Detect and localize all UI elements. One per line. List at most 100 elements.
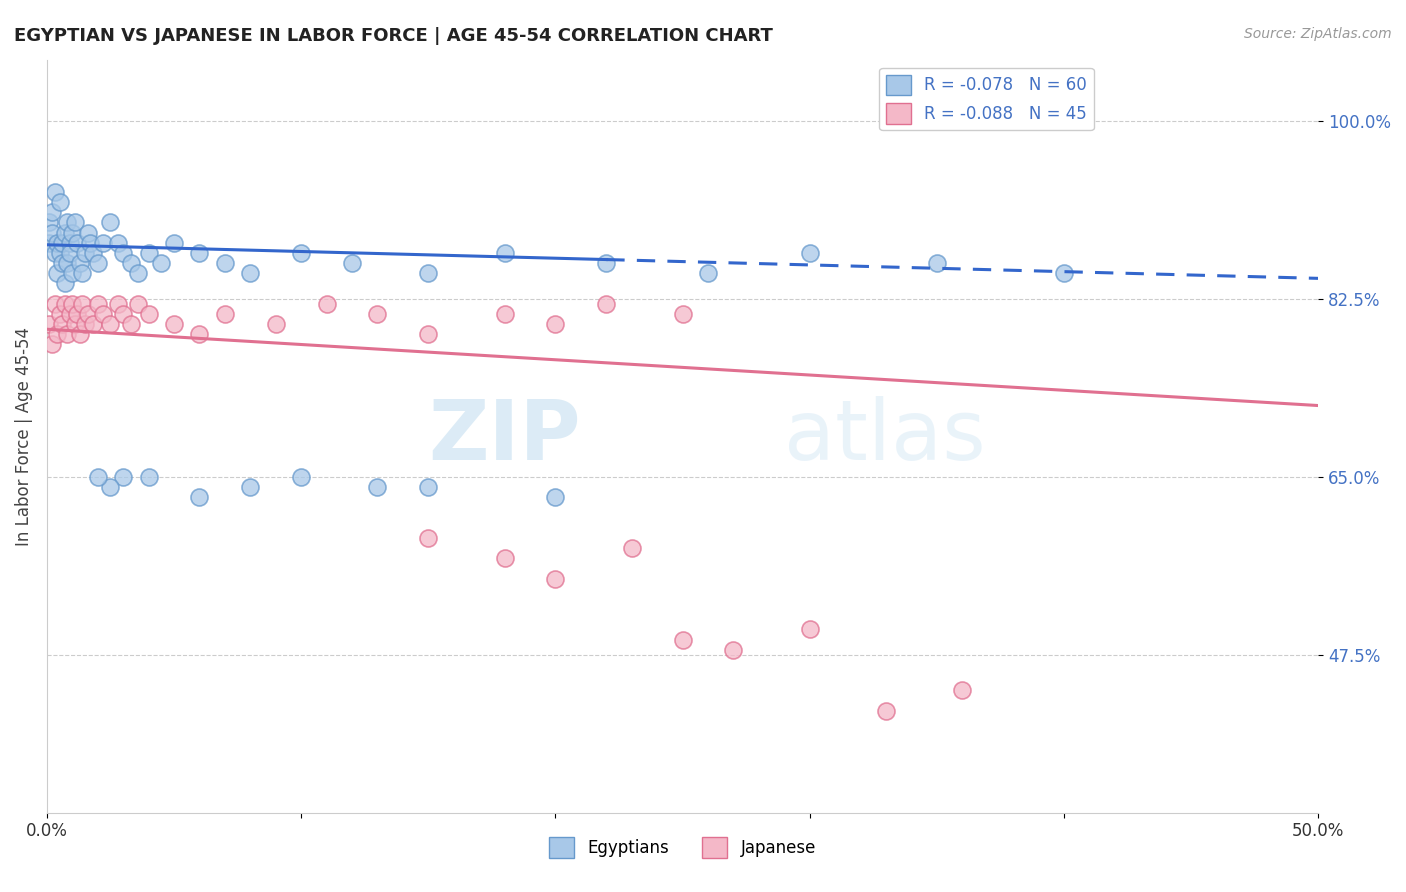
Point: [41, 226, 63, 240]
Point: [112, 469, 135, 483]
Point: [100, 480, 122, 494]
Point: [87, 469, 110, 483]
Point: [46, 266, 69, 280]
Text: EGYPTIAN VS JAPANESE IN LABOR FORCE | AGE 45-54 CORRELATION CHART: EGYPTIAN VS JAPANESE IN LABOR FORCE | AG…: [14, 27, 773, 45]
Point: [46, 235, 69, 250]
Point: [72, 297, 94, 311]
Point: [418, 266, 440, 280]
Point: [107, 235, 129, 250]
Point: [53, 226, 76, 240]
Point: [112, 307, 135, 321]
Point: [163, 317, 186, 331]
Point: [38, 235, 60, 250]
Point: [91, 307, 114, 321]
Point: [290, 246, 312, 260]
Point: [544, 490, 567, 504]
Point: [60, 297, 83, 311]
Point: [59, 235, 82, 250]
Point: [163, 235, 186, 250]
Point: [138, 307, 160, 321]
Point: [100, 317, 122, 331]
Point: [418, 531, 440, 545]
Point: [51, 256, 73, 270]
Point: [315, 297, 337, 311]
Point: [494, 307, 516, 321]
Point: [82, 246, 104, 260]
Point: [66, 307, 89, 321]
Point: [63, 215, 86, 229]
Point: [127, 297, 149, 311]
Legend: Egyptians, Japanese: Egyptians, Japanese: [543, 830, 823, 864]
Text: ZIP: ZIP: [429, 395, 581, 476]
Point: [366, 307, 388, 321]
Point: [38, 215, 60, 229]
Point: [51, 235, 73, 250]
Point: [53, 277, 76, 291]
Point: [53, 297, 76, 311]
Point: [264, 317, 287, 331]
Point: [671, 632, 693, 647]
Y-axis label: In Labor Force | Age 45-54: In Labor Force | Age 45-54: [15, 326, 32, 546]
Point: [239, 266, 262, 280]
Point: [51, 317, 73, 331]
Point: [79, 235, 101, 250]
Point: [138, 469, 160, 483]
Point: [418, 327, 440, 342]
Point: [56, 327, 79, 342]
Point: [494, 551, 516, 566]
Point: [59, 246, 82, 260]
Point: [120, 317, 142, 331]
Point: [60, 266, 83, 280]
Point: [82, 317, 104, 331]
Point: [799, 623, 821, 637]
Point: [60, 226, 83, 240]
Point: [595, 256, 617, 270]
Point: [120, 256, 142, 270]
Point: [544, 572, 567, 586]
Point: [63, 317, 86, 331]
Point: [41, 337, 63, 351]
Point: [188, 327, 211, 342]
Point: [138, 246, 160, 260]
Point: [66, 235, 89, 250]
Point: [48, 307, 70, 321]
Point: [91, 235, 114, 250]
Point: [48, 195, 70, 210]
Point: [44, 185, 66, 199]
Point: [112, 246, 135, 260]
Point: [73, 246, 96, 260]
Point: [188, 490, 211, 504]
Point: [44, 246, 66, 260]
Point: [127, 266, 149, 280]
Point: [59, 307, 82, 321]
Point: [87, 297, 110, 311]
Text: Source: ZipAtlas.com: Source: ZipAtlas.com: [1244, 27, 1392, 41]
Point: [76, 307, 98, 321]
Point: [100, 215, 122, 229]
Point: [44, 297, 66, 311]
Point: [290, 469, 312, 483]
Point: [48, 246, 70, 260]
Point: [56, 256, 79, 270]
Point: [697, 266, 720, 280]
Point: [214, 307, 236, 321]
Point: [188, 246, 211, 260]
Point: [723, 642, 745, 657]
Point: [38, 317, 60, 331]
Point: [41, 205, 63, 219]
Text: atlas: atlas: [785, 395, 986, 476]
Point: [69, 256, 91, 270]
Point: [150, 256, 173, 270]
Point: [671, 307, 693, 321]
Point: [56, 215, 79, 229]
Point: [1053, 266, 1076, 280]
Point: [239, 480, 262, 494]
Point: [799, 246, 821, 260]
Point: [107, 297, 129, 311]
Point: [418, 480, 440, 494]
Point: [46, 327, 69, 342]
Point: [69, 327, 91, 342]
Point: [366, 480, 388, 494]
Point: [72, 266, 94, 280]
Point: [76, 226, 98, 240]
